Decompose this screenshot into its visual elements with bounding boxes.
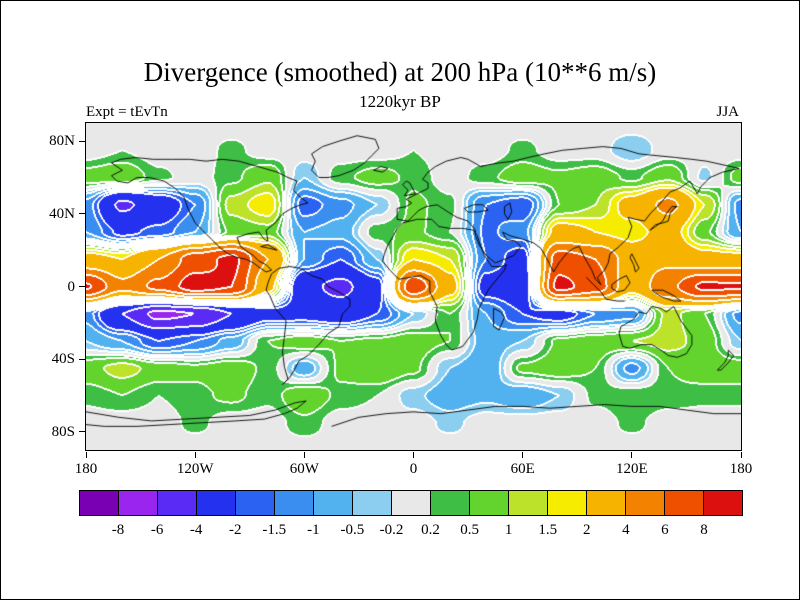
lon-tick-label: 60E	[510, 461, 535, 477]
chart-subtitle: 1220kyr BP	[359, 92, 441, 111]
lon-tick-label: 180	[74, 461, 98, 477]
lon-tick-label: 60W	[289, 461, 319, 477]
lon-tick	[85, 452, 87, 458]
lon-tick	[522, 452, 524, 458]
colorbar-segment	[197, 491, 236, 515]
map-canvas	[86, 123, 741, 450]
lat-tick-label: 0	[67, 278, 76, 295]
colorbar-label: -1.5	[262, 522, 287, 538]
colorbar-label: 0.2	[421, 522, 440, 538]
colorbar-segment	[236, 491, 275, 515]
colorbar-segment	[119, 491, 158, 515]
lat-tick	[79, 213, 85, 215]
lon-tick-label: 180	[729, 461, 753, 477]
colorbar-label: 2	[583, 522, 591, 538]
lat-tick-label: 80S	[51, 423, 75, 440]
colorbar-label: -8	[111, 522, 125, 538]
colorbar-label: 1	[504, 522, 513, 538]
lon-tick-label: 120E	[615, 461, 648, 477]
colorbar-segment	[509, 491, 548, 515]
lat-tick-label: 80N	[49, 133, 75, 150]
colorbar-label: 1.5	[538, 522, 558, 538]
lat-tick	[79, 358, 85, 360]
colorbar	[79, 490, 743, 516]
colorbar-segment	[626, 491, 665, 515]
lat-tick	[79, 140, 85, 142]
map-frame	[85, 122, 742, 451]
lon-tick	[740, 452, 742, 458]
lat-tick	[79, 286, 85, 287]
lon-tick-label: 120W	[176, 461, 214, 477]
colorbar-label: -6	[150, 522, 164, 538]
colorbar-segment	[548, 491, 587, 515]
colorbar-label: 0.5	[460, 522, 479, 538]
colorbar-label: 4	[622, 522, 630, 538]
chart-title: Divergence (smoothed) at 200 hPa (10**6 …	[143, 57, 657, 87]
lon-tick	[303, 452, 305, 458]
colorbar-label: -0.5	[340, 522, 365, 538]
colorbar-segment	[158, 491, 197, 515]
lat-tick-label: 40N	[49, 205, 75, 222]
colorbar-label: -2	[228, 522, 242, 538]
colorbar-label: -1	[307, 522, 320, 538]
lat-tick-label: 40S	[51, 351, 75, 368]
colorbar-segment	[80, 491, 119, 515]
lon-tick	[631, 452, 633, 458]
colorbar-segment	[470, 491, 509, 515]
colorbar-segment	[587, 491, 626, 515]
colorbar-segment	[704, 491, 742, 515]
colorbar-label: -4	[189, 522, 203, 538]
colorbar-segment	[314, 491, 353, 515]
colorbar-label: 6	[661, 522, 669, 538]
colorbar-segment	[353, 491, 392, 515]
lon-tick	[194, 452, 196, 458]
colorbar-segment	[665, 491, 704, 515]
colorbar-segment	[392, 491, 431, 515]
season-label: JJA	[716, 104, 739, 120]
experiment-label: Expt = tEvTn	[86, 104, 168, 120]
colorbar-segment	[431, 491, 470, 515]
lon-tick	[413, 452, 414, 458]
lat-tick	[79, 431, 85, 433]
colorbar-label: 8	[700, 522, 708, 538]
colorbar-segment	[275, 491, 314, 515]
lon-tick-label: 0	[409, 461, 418, 477]
colorbar-label: -0.2	[379, 522, 404, 538]
